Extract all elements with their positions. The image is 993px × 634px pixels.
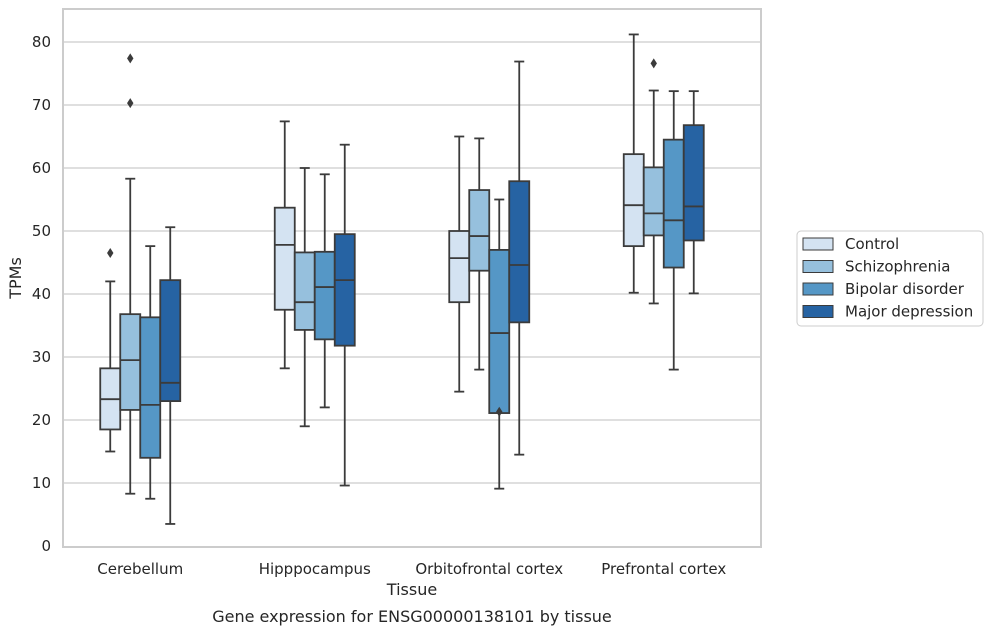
box-1-2 <box>468 137 491 371</box>
y-tick-label: 30 <box>32 348 51 366</box>
x-axis-title: Tissue <box>386 580 437 599</box>
x-tick-label: Hipppocampus <box>259 560 371 578</box>
box-iqr <box>159 279 182 403</box>
legend-label: Control <box>845 235 899 253</box>
box-iqr <box>662 138 685 269</box>
box-3-3 <box>682 90 705 295</box>
box-1-3 <box>642 58 665 305</box>
y-tick-label: 70 <box>32 96 51 114</box>
box-3-0 <box>159 226 182 525</box>
box-iqr <box>273 206 296 311</box>
box-0-0 <box>99 248 122 453</box>
box-iqr <box>468 189 491 272</box>
box-iqr <box>119 313 142 411</box>
legend-swatch <box>802 260 834 273</box>
box-3-2 <box>508 60 531 456</box>
x-tick-label: Orbitofrontal cortex <box>415 560 563 578</box>
outlier-point <box>107 248 114 259</box>
boxes-layer <box>99 33 705 525</box>
box-0-3 <box>622 33 645 294</box>
y-axis-ticks: 0 10 20 30 40 50 60 70 80 <box>32 33 51 555</box>
y-tick-label: 80 <box>32 33 51 51</box>
legend-label: Bipolar disorder <box>845 280 965 298</box>
outlier-point <box>127 98 134 109</box>
x-axis-ticks: Cerebellum Hipppocampus Orbitofrontal cort… <box>97 560 726 578</box>
box-2-1 <box>313 173 336 409</box>
box-iqr <box>642 166 665 237</box>
y-axis-title: TPMs <box>6 257 25 300</box>
y-tick-label: 0 <box>41 537 51 555</box>
y-tick-label: 10 <box>32 474 51 492</box>
legend-frame <box>796 230 984 327</box>
x-tick-label: Prefrontal cortex <box>601 560 726 578</box>
plot-frame <box>62 8 762 548</box>
box-3-1 <box>333 143 356 487</box>
outlier-point <box>650 58 657 69</box>
box-iqr <box>139 316 162 459</box>
box-iqr <box>622 153 645 248</box>
box-1-0 <box>119 53 142 495</box>
x-tick-label: Cerebellum <box>97 560 183 578</box>
box-iqr <box>682 124 705 242</box>
box-iqr <box>488 248 511 414</box>
plot-background <box>63 9 761 547</box>
legend: Control Schizophrenia Bipolar disorder Majo… <box>796 230 984 327</box>
legend-swatch <box>802 237 834 251</box>
legend-swatch <box>802 282 834 296</box>
y-tick-label: 20 <box>32 411 51 429</box>
box-iqr <box>293 251 316 331</box>
legend-swatch <box>802 305 834 318</box>
chart-caption: Gene expression for ENSG00000138101 by t… <box>212 607 612 626</box>
y-tick-label: 60 <box>32 159 51 177</box>
box-2-0 <box>139 245 162 500</box>
box-iqr <box>313 250 336 341</box>
box-iqr <box>508 180 531 324</box>
box-0-1 <box>273 120 296 370</box>
legend-label: Schizophrenia <box>845 258 950 276</box>
legend-label: Major depression <box>845 303 973 321</box>
box-iqr <box>448 230 471 304</box>
y-tick-label: 50 <box>32 222 51 240</box>
box-2-2 <box>488 198 511 490</box>
y-tick-label: 40 <box>32 285 51 303</box>
outlier-point <box>496 406 503 417</box>
outlier-point <box>127 53 134 64</box>
box-iqr <box>333 233 356 347</box>
